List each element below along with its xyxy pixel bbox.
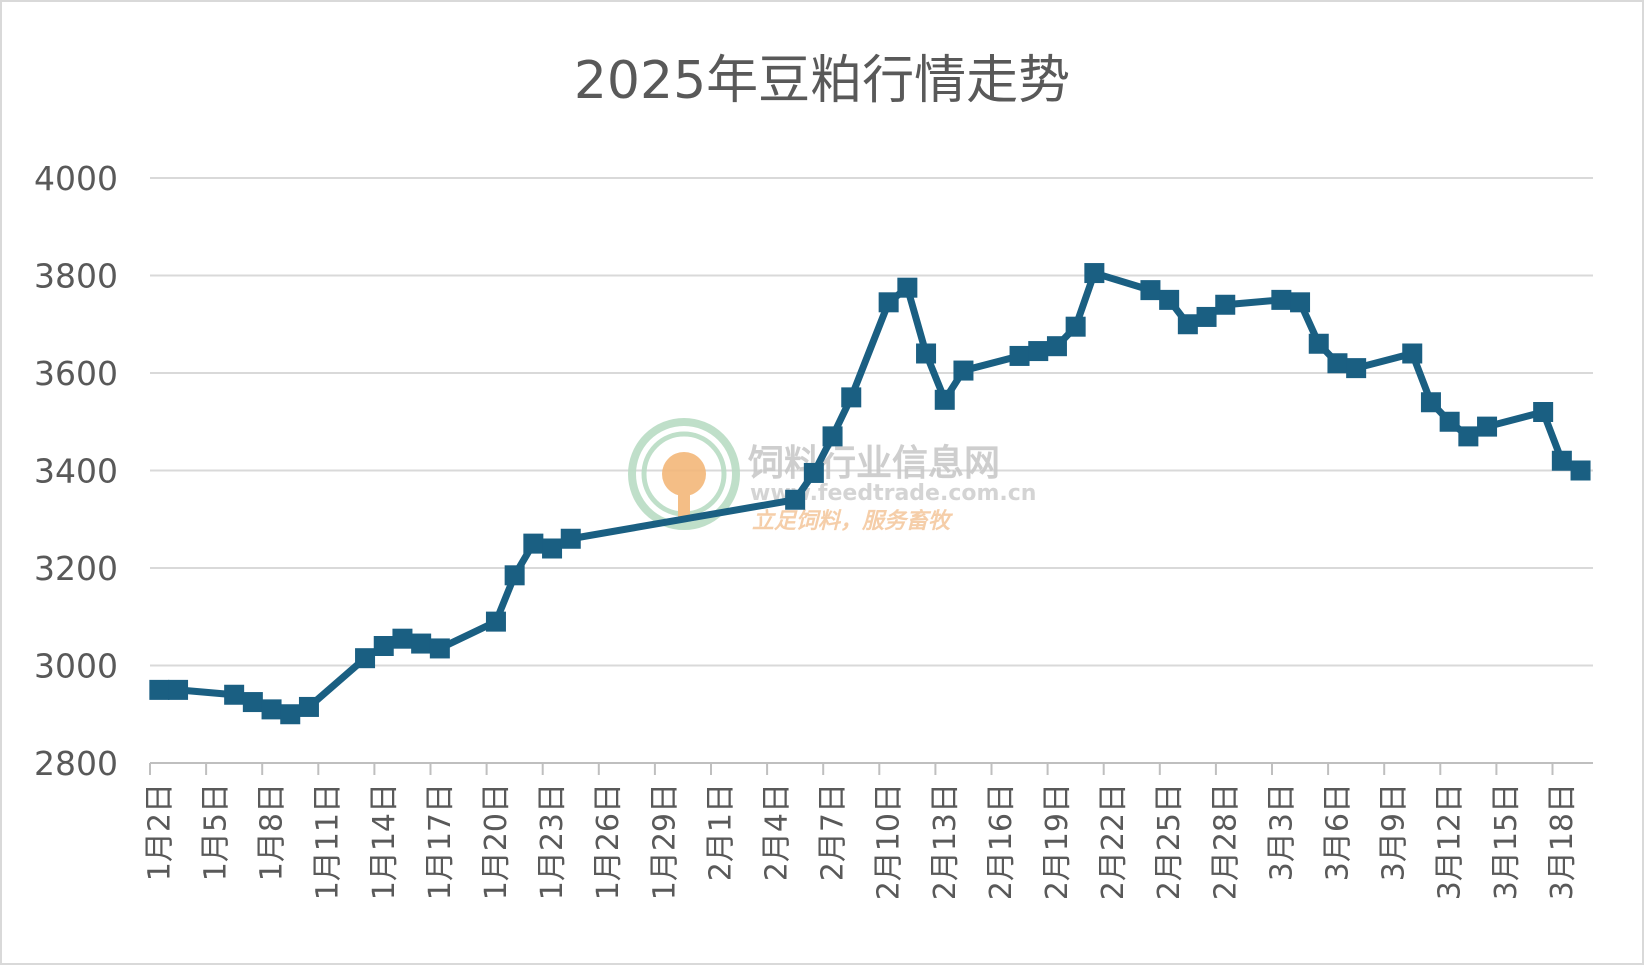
data-point-marker [504, 565, 525, 586]
data-point-marker [355, 648, 376, 669]
data-point-marker [1551, 450, 1572, 471]
x-tick-label: 2月7日 [816, 783, 851, 881]
data-point-marker [822, 426, 843, 447]
data-point-marker [168, 679, 189, 700]
data-point-marker [224, 684, 245, 705]
data-point-marker [1065, 316, 1086, 337]
data-point-marker [411, 633, 432, 654]
gridlines [150, 177, 1593, 667]
x-tick-label: 2月4日 [759, 783, 794, 881]
data-point-marker [1140, 280, 1161, 301]
data-point-marker [1215, 294, 1236, 315]
data-point-marker [429, 638, 450, 659]
y-tick-label: 3000 [34, 647, 118, 686]
data-point-marker [1420, 392, 1441, 413]
data-point-marker [934, 389, 955, 410]
data-point-marker [280, 704, 301, 725]
x-tick-label: 2月1日 [703, 783, 738, 881]
data-point-marker [1028, 341, 1049, 362]
x-tick-label: 2月10日 [872, 783, 907, 900]
data-point-marker [298, 696, 319, 717]
data-point-marker [261, 699, 282, 720]
data-point-marker [1570, 460, 1591, 481]
y-tick-label: 3200 [34, 549, 118, 588]
data-point-marker [373, 636, 394, 656]
y-tick-label: 4000 [34, 159, 118, 198]
data-point-marker [785, 489, 806, 510]
data-point-marker [485, 611, 506, 632]
data-point-marker [1084, 263, 1105, 284]
watermark-name: 饲料行业信息网 [748, 443, 1000, 484]
x-tick-label: 3月3日 [1264, 783, 1299, 881]
data-point-marker [841, 387, 862, 408]
chart-title: 2025年豆粕行情走势 [574, 51, 1070, 111]
x-tick-label: 3月12日 [1433, 783, 1468, 900]
x-tick-label: 2月22日 [1096, 783, 1131, 900]
data-point-marker [1327, 353, 1348, 374]
data-point-marker [1346, 358, 1367, 379]
data-point-marker [1177, 314, 1198, 335]
data-point-marker [878, 292, 899, 313]
data-point-marker [560, 528, 581, 549]
x-tick-label: 3月15日 [1489, 783, 1524, 900]
x-tick-label: 1月23日 [535, 783, 570, 900]
x-tick-label: 3月18日 [1545, 783, 1580, 900]
x-tick-label: 2月19日 [1040, 783, 1075, 900]
data-point-marker [1439, 411, 1460, 432]
data-point-marker [916, 343, 937, 364]
y-tick-label: 2800 [34, 744, 118, 783]
data-point-marker [1458, 426, 1479, 447]
x-tick-label: 1月5日 [198, 783, 233, 881]
x-axis: 1月2日 1月5日 1月8日 1月11日 1月14日 1月17日 1月20日 1月23日 1月2… [142, 762, 1593, 900]
x-tick-label: 1月26日 [591, 783, 626, 900]
data-point-marker [242, 692, 263, 713]
x-tick-label: 3月6日 [1320, 783, 1355, 881]
data-point-marker [953, 360, 974, 381]
data-point-marker [149, 679, 170, 700]
x-tick-label: 2月25日 [1152, 783, 1187, 900]
data-point-marker [542, 538, 563, 559]
y-tick-label: 3400 [34, 452, 118, 491]
x-tick-label: 3月9日 [1377, 783, 1412, 881]
y-axis-ticks: 2800 3000 3200 3400 3600 3800 4000 [34, 159, 118, 783]
data-point-marker [1402, 343, 1423, 364]
x-tick-label: 1月8日 [255, 783, 290, 881]
data-point-marker [803, 462, 824, 483]
x-tick-label: 1月11日 [311, 783, 346, 900]
data-point-marker [1290, 292, 1311, 313]
data-point-marker [392, 628, 413, 649]
watermark-slogan: 立足饲料，服务畜牧 [752, 508, 954, 534]
data-point-marker [1046, 336, 1067, 357]
data-point-marker [897, 277, 918, 298]
data-point-marker [1477, 416, 1498, 437]
y-tick-label: 3600 [34, 354, 118, 393]
x-tick-label: 2月13日 [928, 783, 963, 900]
x-tick-label: 1月29日 [647, 783, 682, 900]
y-tick-label: 3800 [34, 257, 118, 296]
data-point-marker [1159, 289, 1180, 310]
series-group [149, 263, 1591, 725]
data-point-marker [1009, 345, 1030, 366]
x-tick-label: 1月20日 [479, 783, 514, 900]
data-point-marker [523, 533, 544, 554]
data-point-marker [1271, 289, 1292, 310]
data-point-marker [1308, 333, 1329, 354]
watermark-logo-icon [628, 418, 740, 530]
x-tick-label: 1月14日 [367, 783, 402, 900]
data-point-marker [1533, 402, 1554, 422]
x-tick-label: 2月28日 [1208, 783, 1243, 900]
x-tick-label: 1月17日 [423, 783, 458, 900]
data-point-marker [1196, 306, 1217, 327]
x-tick-label: 2月16日 [984, 783, 1019, 900]
x-tick-label: 1月2日 [142, 783, 177, 881]
